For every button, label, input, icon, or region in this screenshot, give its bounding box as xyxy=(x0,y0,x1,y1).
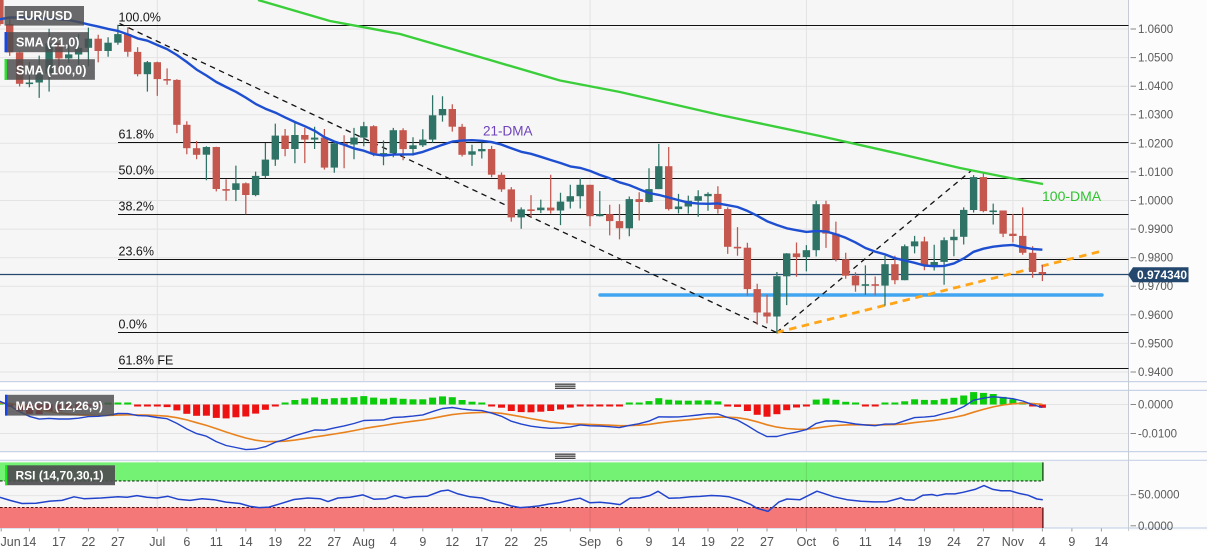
svg-text:22: 22 xyxy=(298,535,312,549)
svg-text:27: 27 xyxy=(327,535,341,549)
svg-text:19: 19 xyxy=(701,535,715,549)
svg-text:24: 24 xyxy=(947,535,961,549)
svg-text:0.9600: 0.9600 xyxy=(1138,310,1173,322)
svg-text:4: 4 xyxy=(1039,535,1046,549)
svg-text:Aug: Aug xyxy=(353,535,375,549)
svg-text:1.0300: 1.0300 xyxy=(1138,110,1173,122)
svg-text:21-DMA: 21-DMA xyxy=(483,124,533,139)
svg-text:27: 27 xyxy=(760,535,774,549)
svg-text:Nov: Nov xyxy=(1002,535,1025,549)
svg-text:SMA (100,0): SMA (100,0) xyxy=(16,63,86,77)
svg-text:1.0200: 1.0200 xyxy=(1138,138,1173,150)
svg-text:0.0000: 0.0000 xyxy=(1138,400,1173,412)
svg-text:6: 6 xyxy=(832,535,839,549)
svg-text:0.0000: 0.0000 xyxy=(1138,521,1173,533)
svg-text:1.0400: 1.0400 xyxy=(1138,81,1173,93)
svg-text:11: 11 xyxy=(210,535,223,549)
svg-text:38.2%: 38.2% xyxy=(119,200,154,214)
svg-text:14: 14 xyxy=(239,535,253,549)
svg-text:1.0500: 1.0500 xyxy=(1138,53,1173,65)
svg-text:0.9500: 0.9500 xyxy=(1138,338,1173,350)
svg-text:22: 22 xyxy=(81,535,95,549)
svg-text:14: 14 xyxy=(1094,535,1108,549)
svg-text:100-DMA: 100-DMA xyxy=(1042,188,1102,204)
svg-text:9: 9 xyxy=(419,535,426,549)
svg-text:17: 17 xyxy=(52,535,66,549)
svg-text:-0.0100: -0.0100 xyxy=(1138,429,1177,441)
svg-text:1.0000: 1.0000 xyxy=(1138,196,1173,208)
svg-text:Sep: Sep xyxy=(579,535,601,549)
svg-text:0.974340: 0.974340 xyxy=(1137,268,1187,282)
svg-text:27: 27 xyxy=(111,535,125,549)
svg-text:6: 6 xyxy=(616,535,623,549)
svg-text:0.0%: 0.0% xyxy=(119,318,148,332)
svg-text:SMA (21,0): SMA (21,0) xyxy=(16,36,79,50)
svg-text:0.9800: 0.9800 xyxy=(1138,253,1173,265)
svg-text:1.0600: 1.0600 xyxy=(1138,24,1173,36)
svg-text:23.6%: 23.6% xyxy=(119,245,154,259)
svg-text:100.0%: 100.0% xyxy=(119,11,161,25)
svg-text:0.9400: 0.9400 xyxy=(1138,367,1173,379)
svg-text:27: 27 xyxy=(976,535,990,549)
svg-text:9: 9 xyxy=(1068,535,1075,549)
svg-text:6: 6 xyxy=(183,535,190,549)
svg-text:1.0100: 1.0100 xyxy=(1138,167,1173,179)
svg-text:14: 14 xyxy=(22,535,36,549)
svg-text:25: 25 xyxy=(534,535,548,549)
svg-text:Jun: Jun xyxy=(1,535,21,549)
svg-text:0.9900: 0.9900 xyxy=(1138,224,1173,236)
svg-text:0.9700: 0.9700 xyxy=(1138,281,1173,293)
svg-text:19: 19 xyxy=(268,535,282,549)
svg-text:14: 14 xyxy=(888,535,902,549)
svg-text:14: 14 xyxy=(672,535,686,549)
svg-text:50.0%: 50.0% xyxy=(119,164,154,178)
svg-text:9: 9 xyxy=(646,535,653,549)
svg-text:19: 19 xyxy=(917,535,931,549)
svg-text:Oct: Oct xyxy=(797,535,817,549)
svg-text:12: 12 xyxy=(445,535,459,549)
svg-text:4: 4 xyxy=(390,535,397,549)
svg-text:EUR/USD: EUR/USD xyxy=(16,9,72,23)
svg-text:50.0000: 50.0000 xyxy=(1138,490,1180,502)
svg-text:RSI (14,70,30,1): RSI (14,70,30,1) xyxy=(16,469,104,483)
svg-text:22: 22 xyxy=(504,535,518,549)
svg-text:17: 17 xyxy=(475,535,489,549)
svg-text:22: 22 xyxy=(731,535,745,549)
svg-text:Jul: Jul xyxy=(149,535,165,549)
svg-text:61.8% FE: 61.8% FE xyxy=(119,354,174,368)
svg-text:61.8%: 61.8% xyxy=(119,128,154,142)
svg-text:11: 11 xyxy=(859,535,872,549)
svg-text:MACD (12,26,9): MACD (12,26,9) xyxy=(16,399,103,413)
